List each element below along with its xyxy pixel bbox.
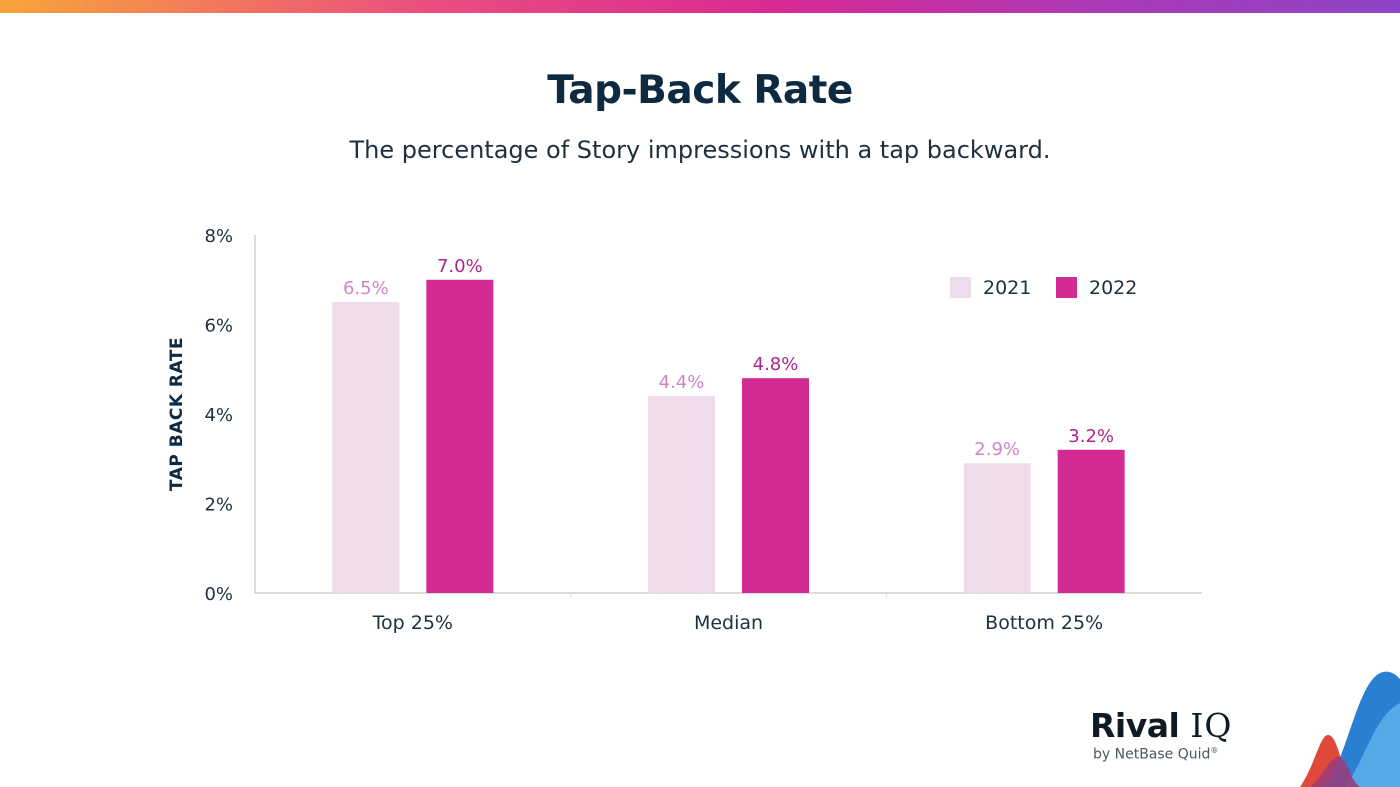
x-category-label: Median: [694, 612, 763, 634]
bar-value-label: 4.8%: [753, 354, 799, 375]
bar-value-label: 4.4%: [659, 372, 705, 393]
logo-tagline: by NetBase Quid®: [1093, 746, 1219, 763]
bar-value-label: 3.2%: [1068, 426, 1114, 447]
bar-2022-1: [742, 378, 809, 593]
y-tick-label: 6%: [204, 316, 233, 337]
x-category-label: Top 25%: [372, 612, 453, 634]
legend-swatch-2022: [1056, 277, 1077, 298]
bar-value-label: 7.0%: [437, 256, 483, 277]
gradient-top-bar: [0, 0, 1400, 13]
legend-label: 2021: [983, 277, 1031, 299]
x-category-label: Bottom 25%: [985, 612, 1103, 634]
y-tick-label: 0%: [204, 584, 233, 605]
bar-2021-1: [648, 396, 715, 593]
y-tick-label: 4%: [204, 405, 233, 426]
y-tick-label: 2%: [204, 495, 233, 516]
rival-iq-logo: Rival IQ by NetBase Quid®: [1090, 706, 1270, 768]
bar-value-label: 6.5%: [343, 278, 389, 299]
bar-value-label: 2.9%: [974, 439, 1020, 460]
bar-2021-2: [963, 463, 1031, 593]
chart-subtitle: The percentage of Story impressions with…: [349, 136, 1051, 164]
bar-2022-0: [426, 279, 494, 593]
logo-wordmark: Rival IQ: [1090, 706, 1233, 745]
y-tick-label: 8%: [204, 226, 233, 247]
chart-title: Tap-Back Rate: [547, 68, 853, 113]
corner-wave-graphic: [1300, 671, 1400, 787]
bar-2022-2: [1057, 449, 1125, 593]
legend-label: 2022: [1089, 277, 1137, 299]
legend-swatch-2021: [950, 277, 971, 298]
bar-2021-0: [332, 302, 400, 593]
